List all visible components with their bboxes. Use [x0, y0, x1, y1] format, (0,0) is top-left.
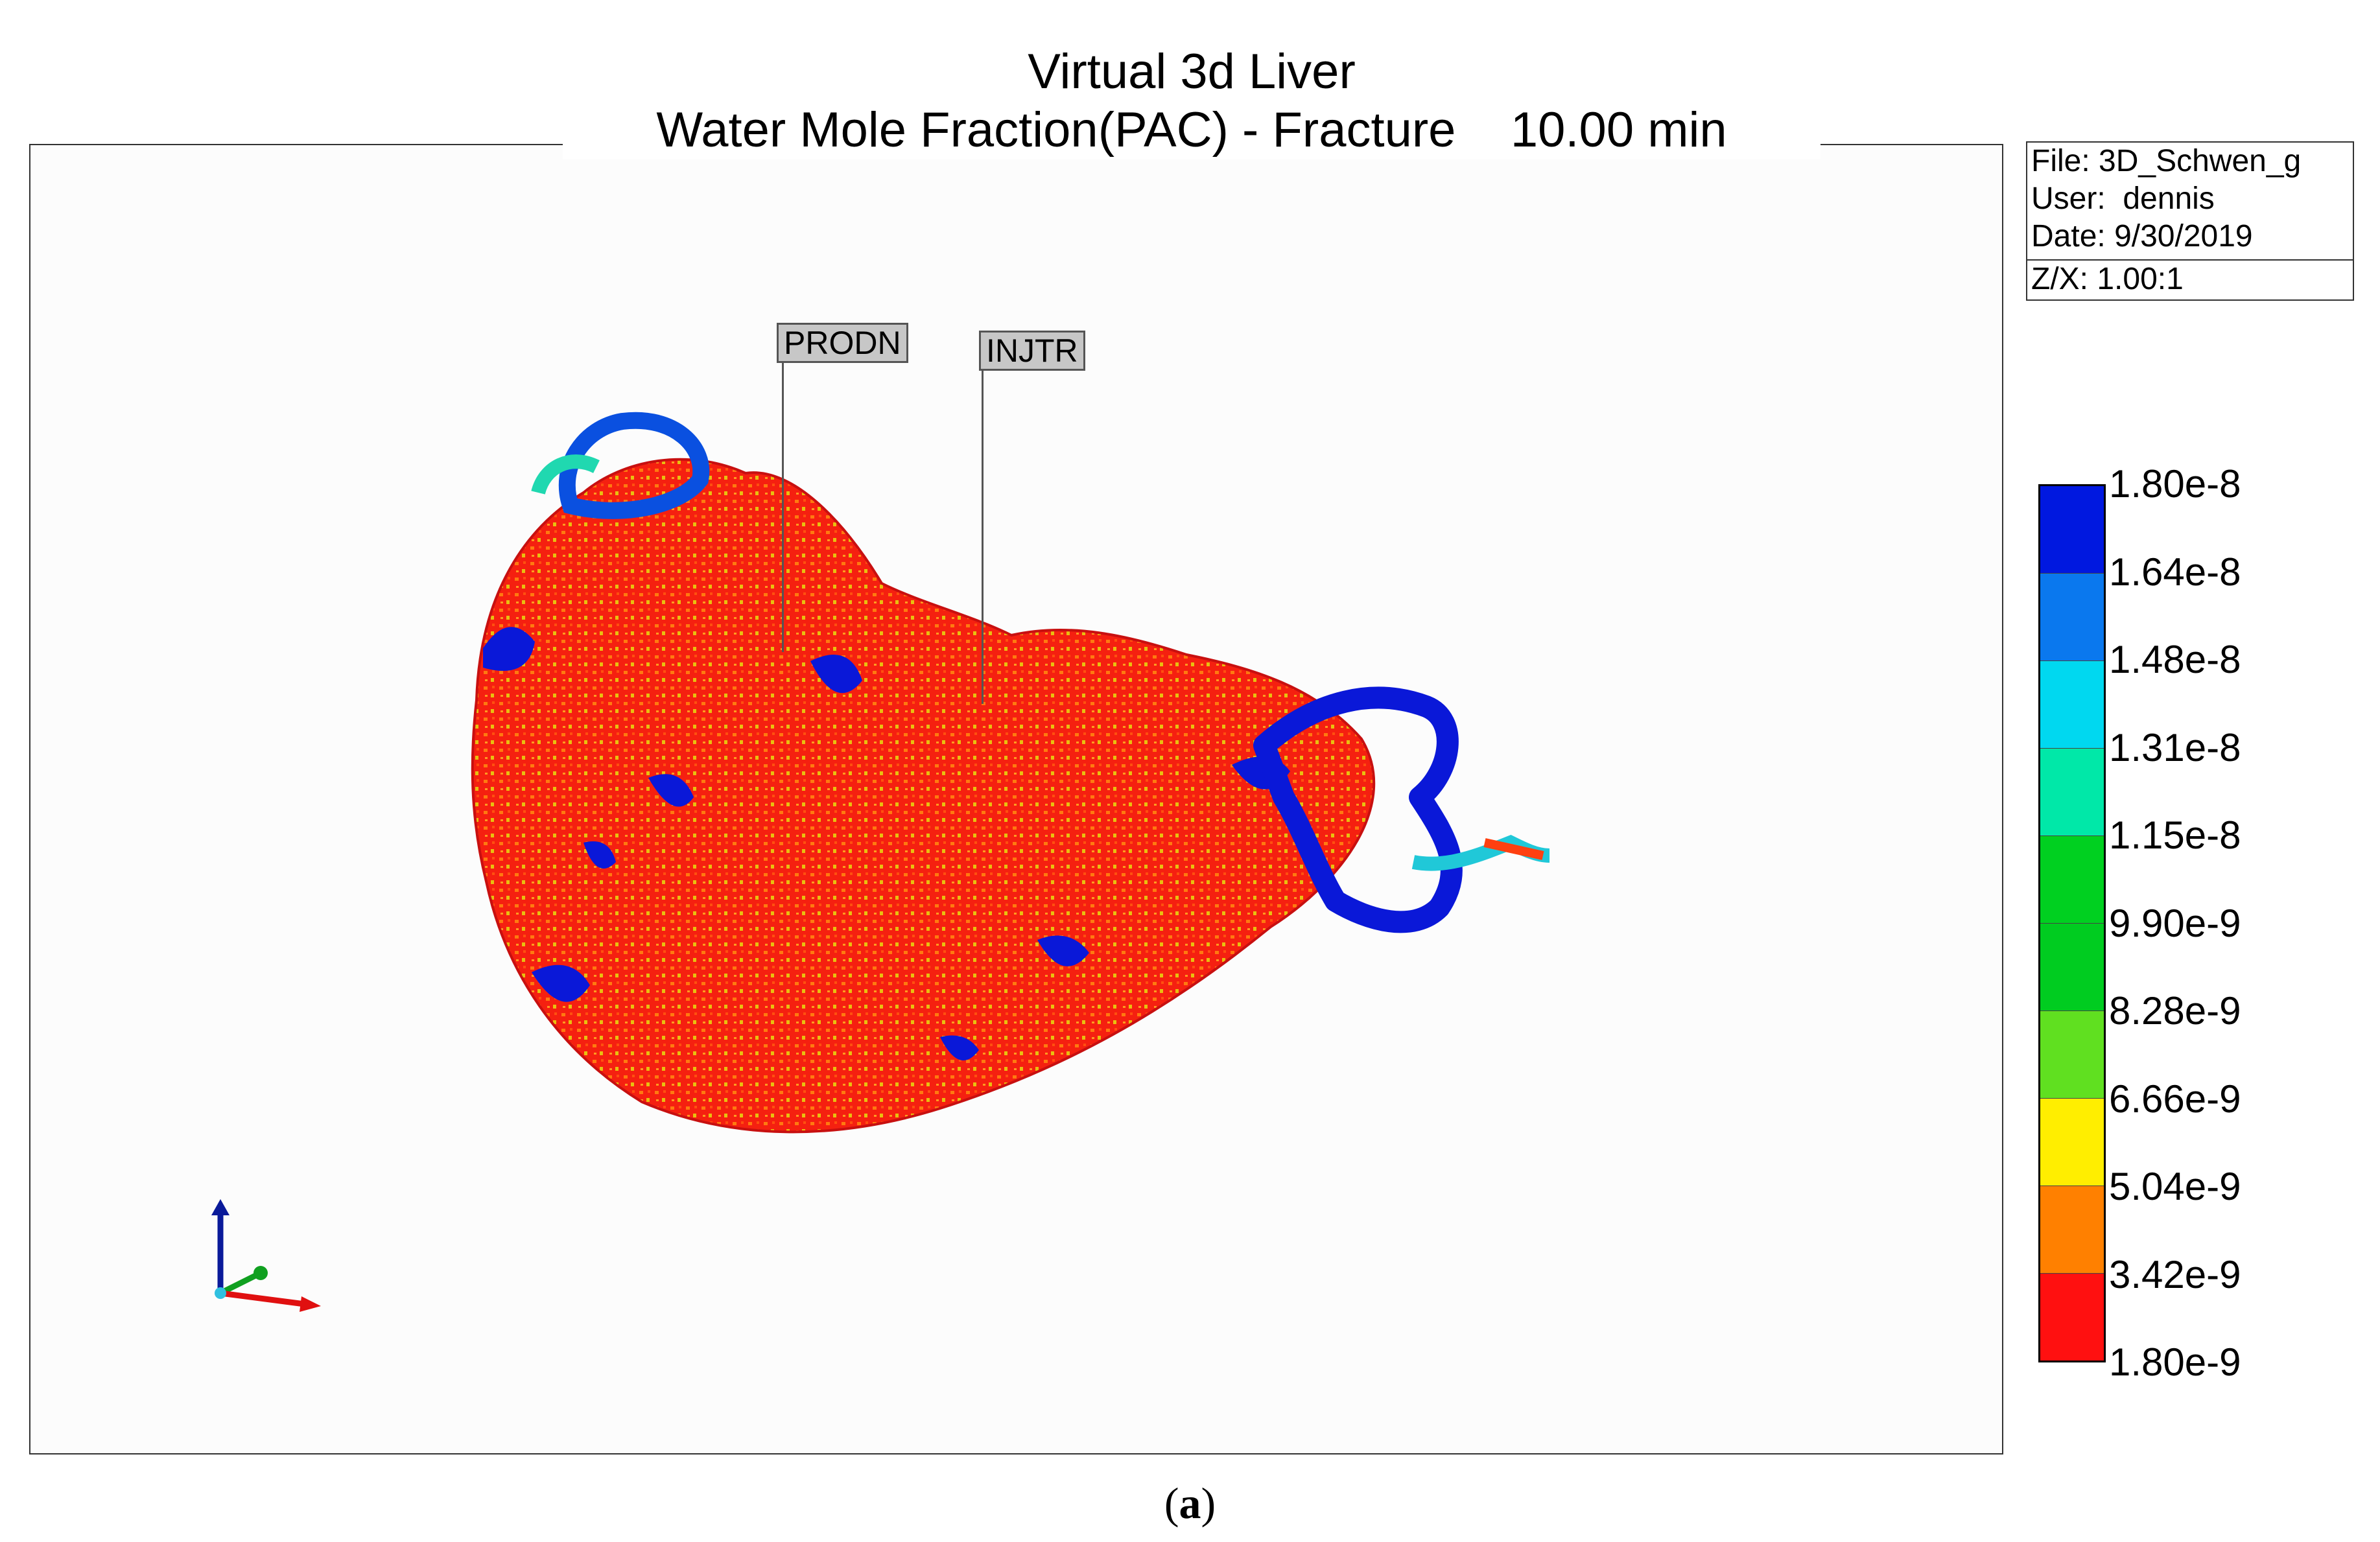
caption-letter: a [1179, 1478, 1201, 1528]
legend-label: 1.80e-9 [2109, 1340, 2241, 1384]
legend-swatch [2040, 661, 2104, 749]
user-name: User: dennis [2031, 181, 2215, 216]
legend-swatch [2040, 836, 2104, 924]
legend-swatch [2040, 1186, 2104, 1274]
legend-label: 1.48e-8 [2109, 638, 2241, 681]
legend-color-bar [2038, 484, 2106, 1362]
legend-swatch [2040, 1099, 2104, 1186]
axis-origin [215, 1287, 226, 1299]
legend-swatch [2040, 749, 2104, 836]
legend-label: 3.42e-9 [2109, 1252, 2241, 1296]
file-name: File: 3D_Schwen_g [2031, 144, 2302, 178]
blue-fracture-tail [1253, 686, 1463, 933]
prod-well-label[interactable]: PRODN [777, 323, 908, 363]
tail-tip-end [1483, 838, 1544, 860]
legend-swatch [2040, 1011, 2104, 1099]
x-axis-arrow [220, 1290, 305, 1307]
y-axis-arrow [218, 1270, 261, 1296]
blue-fracture-blotches [483, 627, 1290, 1060]
inj-well-line [982, 367, 984, 704]
top-loop-cyan [531, 454, 600, 495]
inj-well-label[interactable]: INJTR [979, 331, 1085, 371]
legend-label: 6.66e-9 [2109, 1077, 2241, 1121]
title-line-1: Virtual 3d Liver [1028, 44, 1356, 99]
legend-swatch [2040, 486, 2104, 574]
legend-label: 5.04e-9 [2109, 1165, 2241, 1208]
legend-swatch [2040, 574, 2104, 661]
legend-label: 1.31e-8 [2109, 725, 2241, 769]
color-legend: 1.80e-8 1.64e-8 1.48e-8 1.31e-8 1.15e-8 9.90e… [2026, 454, 2285, 1394]
title-box: Virtual 3d Liver Water Mole Fraction(PAC… [563, 43, 1820, 159]
x-axis-arrowhead [300, 1296, 321, 1312]
prod-well-line [782, 360, 784, 652]
zx-ratio: Z/X: 1.00:1 [2027, 259, 2353, 298]
legend-label: 1.15e-8 [2109, 813, 2241, 857]
legend-swatch [2040, 924, 2104, 1011]
title-line-2: Water Mole Fraction(PAC) - Fracture 10.0… [656, 102, 1727, 158]
file-info-box: File: 3D_Schwen_g User: dennis Date: 9/3… [2026, 141, 2354, 301]
legend-swatch [2040, 1274, 2104, 1361]
top-loop [558, 412, 710, 519]
figure-caption: (a) [1164, 1478, 1216, 1528]
legend-label: 8.28e-9 [2109, 989, 2241, 1033]
liver-body [471, 458, 1376, 1134]
date: Date: 9/30/2019 [2031, 219, 2253, 253]
legend-label: 1.80e-8 [2109, 462, 2241, 506]
legend-label: 1.64e-8 [2109, 550, 2241, 594]
z-axis-arrowhead [211, 1199, 230, 1215]
y-axis-arrowhead [253, 1266, 268, 1280]
legend-label: 9.90e-9 [2109, 901, 2241, 945]
